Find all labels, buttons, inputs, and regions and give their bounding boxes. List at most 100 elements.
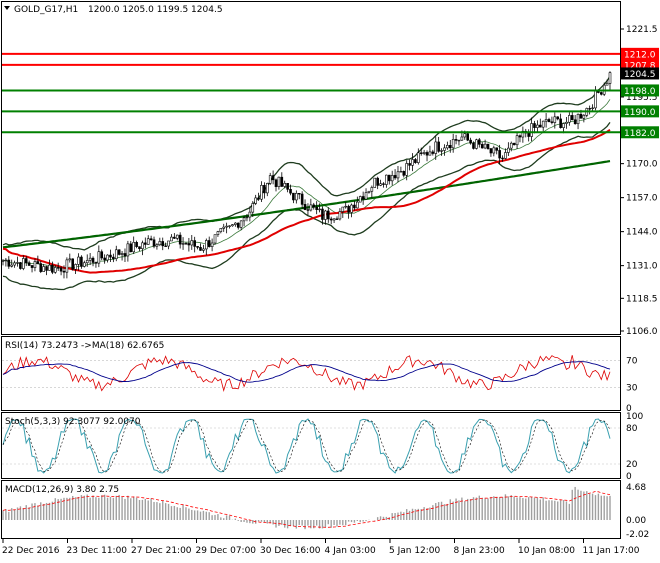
candle[interactable] — [565, 121, 568, 124]
macd-pane[interactable] — [2, 486, 611, 530]
candle[interactable] — [483, 143, 487, 149]
candle[interactable] — [135, 242, 138, 247]
candle[interactable] — [196, 246, 199, 248]
candle[interactable] — [91, 257, 95, 263]
candle[interactable] — [443, 147, 446, 151]
candle[interactable] — [207, 240, 211, 247]
candle[interactable] — [242, 217, 246, 222]
candle[interactable] — [251, 203, 255, 213]
candle[interactable] — [518, 135, 522, 138]
candle[interactable] — [541, 120, 545, 128]
macd-signal-line[interactable] — [2, 490, 611, 528]
candle[interactable] — [144, 242, 147, 245]
candle[interactable] — [530, 123, 533, 137]
candle[interactable] — [356, 201, 359, 209]
candle[interactable] — [129, 243, 133, 253]
candle[interactable] — [65, 259, 69, 273]
candle[interactable] — [553, 116, 557, 123]
candle[interactable] — [570, 115, 574, 121]
stoch-signal-line[interactable] — [2, 418, 611, 473]
candle[interactable] — [254, 197, 257, 204]
candle[interactable] — [338, 211, 342, 220]
candle[interactable] — [559, 118, 562, 128]
candle[interactable] — [344, 205, 348, 208]
stoch-main-line[interactable] — [2, 418, 611, 474]
candle[interactable] — [175, 234, 179, 239]
candle[interactable] — [30, 265, 34, 268]
candle[interactable] — [478, 139, 481, 145]
candle[interactable] — [56, 267, 60, 269]
candle[interactable] — [437, 141, 440, 152]
candle[interactable] — [431, 151, 435, 154]
rsi-ma-line[interactable] — [2, 361, 611, 383]
candle[interactable] — [454, 139, 458, 141]
candle[interactable] — [181, 243, 185, 245]
candle[interactable] — [315, 206, 318, 210]
candle[interactable] — [414, 159, 417, 163]
candle[interactable] — [544, 119, 548, 122]
candle[interactable] — [216, 231, 220, 235]
candle[interactable] — [480, 144, 484, 149]
candle[interactable] — [547, 119, 551, 123]
candle[interactable] — [472, 142, 475, 149]
candle[interactable] — [236, 222, 240, 228]
bollinger-upper-line[interactable] — [2, 75, 611, 251]
candle[interactable] — [486, 143, 490, 149]
candle[interactable] — [103, 257, 106, 261]
candle[interactable] — [280, 176, 284, 187]
candle[interactable] — [202, 248, 205, 251]
candle[interactable] — [10, 264, 14, 267]
candle[interactable] — [97, 251, 101, 264]
candle[interactable] — [295, 192, 298, 201]
candle[interactable] — [562, 123, 565, 128]
candle[interactable] — [533, 123, 536, 128]
candle[interactable] — [469, 139, 472, 144]
candle[interactable] — [16, 262, 19, 264]
candle[interactable] — [312, 204, 316, 208]
candle[interactable] — [13, 262, 16, 266]
candle[interactable] — [318, 208, 321, 211]
candle[interactable] — [53, 267, 57, 273]
candle[interactable] — [527, 132, 530, 137]
candle[interactable] — [292, 192, 295, 201]
candle[interactable] — [329, 218, 333, 221]
candle[interactable] — [286, 183, 289, 190]
candle[interactable] — [512, 142, 516, 146]
candle[interactable] — [114, 249, 118, 259]
candle[interactable] — [80, 256, 83, 267]
candle[interactable] — [210, 242, 214, 247]
candle[interactable] — [68, 258, 72, 261]
candle[interactable] — [245, 216, 249, 219]
candle[interactable] — [387, 174, 391, 182]
candle[interactable] — [385, 174, 388, 185]
candle[interactable] — [364, 192, 368, 200]
candle[interactable] — [51, 264, 54, 273]
candle[interactable] — [277, 176, 281, 187]
candle[interactable] — [498, 150, 501, 159]
candle[interactable] — [382, 183, 385, 185]
candle[interactable] — [367, 190, 371, 193]
stochastic-pane[interactable] — [2, 418, 620, 474]
candle[interactable] — [350, 204, 353, 213]
candle[interactable] — [324, 210, 327, 220]
candle[interactable] — [538, 124, 542, 128]
candle[interactable] — [475, 139, 478, 149]
candle[interactable] — [260, 185, 263, 200]
candle[interactable] — [303, 204, 307, 210]
candle[interactable] — [440, 150, 443, 152]
candle[interactable] — [268, 175, 272, 184]
candle[interactable] — [126, 243, 130, 257]
candle[interactable] — [425, 152, 429, 156]
candle[interactable] — [428, 151, 432, 156]
candle[interactable] — [199, 247, 202, 251]
candle[interactable] — [417, 152, 420, 163]
candle[interactable] — [515, 135, 519, 146]
candle[interactable] — [332, 218, 336, 221]
candle[interactable] — [594, 90, 597, 109]
candle[interactable] — [42, 266, 45, 272]
candle[interactable] — [309, 204, 313, 211]
rsi-pane[interactable] — [2, 355, 620, 393]
candle[interactable] — [448, 145, 452, 149]
candle[interactable] — [460, 136, 464, 141]
candle[interactable] — [550, 121, 554, 123]
